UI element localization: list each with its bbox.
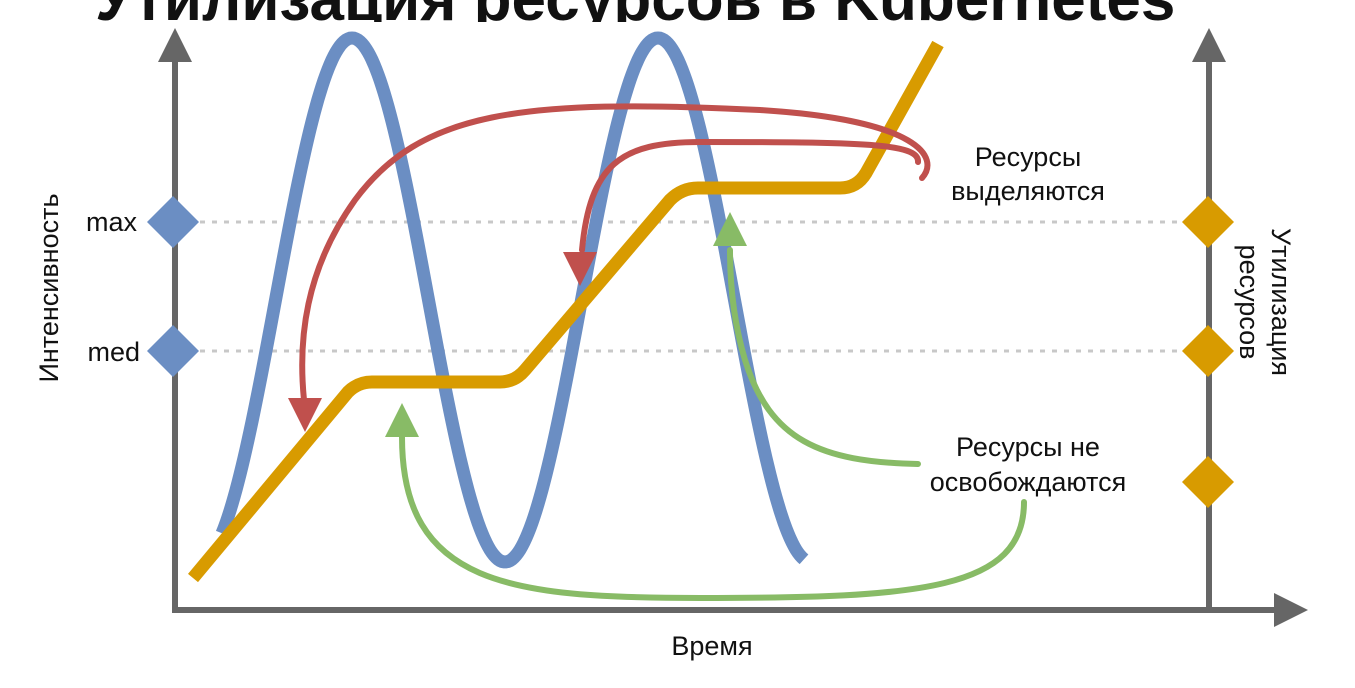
not-freed-annotation-line2: освобождаются (930, 467, 1126, 497)
right-y-axis-arrow-icon (1192, 28, 1226, 62)
not-freed-annotation-line1: Ресурсы не (956, 432, 1100, 462)
diagram-title: Утилизация ресурсов в Kubernetes (95, 0, 1175, 34)
right-y-axis-label-line1: Утилизация (1266, 228, 1296, 376)
med-level-diamond (147, 325, 199, 377)
left-y-axis-arrow-icon (158, 28, 192, 62)
max-level-label: max (86, 207, 138, 237)
right-low-diamond (1182, 456, 1234, 508)
right-max-diamond (1182, 196, 1234, 248)
allocate-arrow-outer-head-icon (288, 398, 322, 432)
load-curve (215, 31, 809, 569)
not-freed-arrow-short (727, 247, 921, 467)
med-level-label: med (87, 337, 140, 367)
not-freed-arrow-short-head-icon (713, 212, 747, 246)
allocate-arrow-inner-head-icon (563, 252, 597, 286)
not-freed-arrow-long (399, 434, 1027, 602)
left-y-axis-label: Интенсивность (34, 193, 64, 382)
max-level-diamond (147, 196, 199, 248)
x-axis-arrow-icon (1274, 593, 1308, 627)
allocate-arrow-inner (579, 138, 921, 253)
x-axis-label: Время (671, 631, 752, 661)
right-med-diamond (1182, 325, 1234, 377)
allocate-arrow-outer (299, 103, 931, 403)
right-y-axis-label-line2: ресурсов (1234, 245, 1264, 360)
not-freed-arrow-long-head-icon (385, 403, 419, 437)
utilization-curve (188, 40, 944, 583)
allocated-annotation-line1: Ресурсы (975, 142, 1081, 172)
allocated-annotation-line2: выделяются (951, 176, 1105, 206)
